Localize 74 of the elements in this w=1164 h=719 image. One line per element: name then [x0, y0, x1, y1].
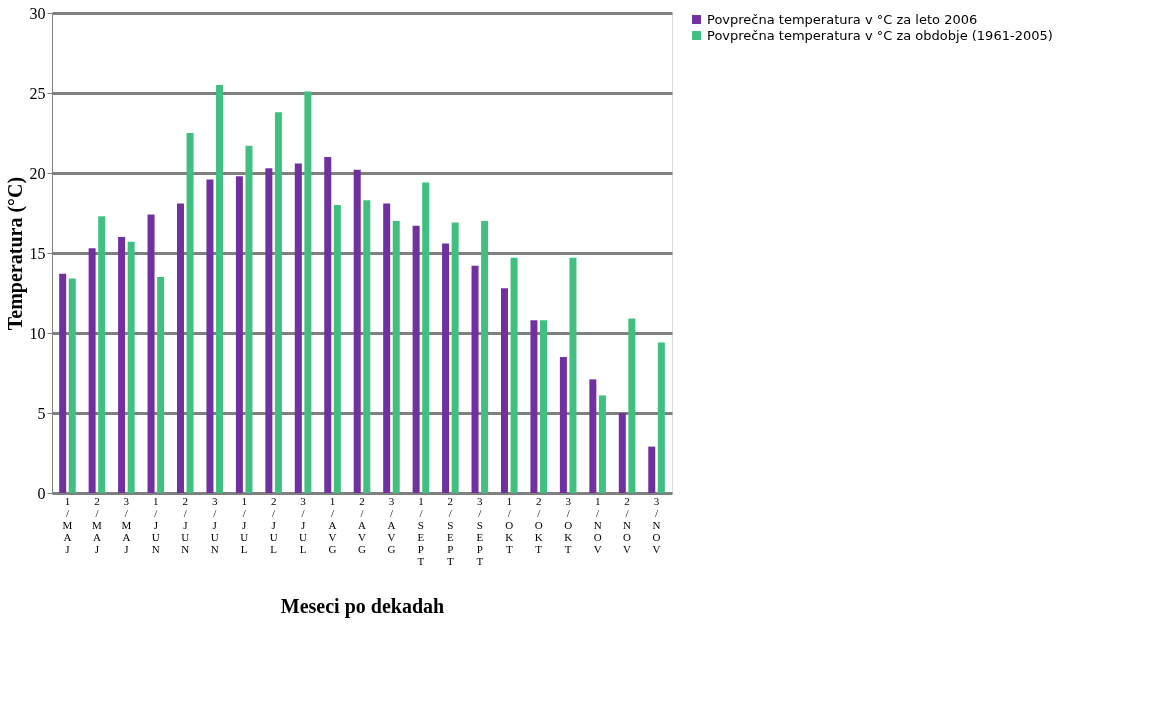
bar — [235, 176, 243, 493]
x-tick-label: 1/AVG — [328, 494, 337, 555]
bar — [147, 214, 155, 493]
bar — [333, 205, 341, 493]
bar — [88, 248, 96, 493]
x-tick-label: 1/NOV — [593, 494, 602, 555]
x-tick-label: 2/SEPT — [446, 494, 454, 567]
bar — [59, 273, 67, 493]
bar — [392, 221, 400, 493]
x-tick-label: 1/JUL — [240, 494, 249, 555]
legend-label: Povprečna temperatura v °C za leto 2006 — [707, 11, 978, 27]
x-tick-label: 3/OKT — [564, 494, 573, 555]
bar — [127, 241, 135, 493]
bar — [157, 277, 165, 493]
bar — [540, 320, 548, 493]
bar — [216, 85, 224, 493]
bar — [442, 243, 450, 493]
x-tick-label: 1/JUN — [151, 494, 160, 555]
x-tick-label: 1/SEPT — [417, 494, 425, 567]
y-tick-label: 15 — [29, 244, 46, 262]
bar — [274, 112, 282, 493]
bar — [206, 179, 214, 493]
bar — [618, 413, 626, 493]
bar — [118, 237, 126, 493]
bar — [530, 320, 538, 493]
bar — [412, 225, 420, 493]
x-tick-label: 3/AVG — [387, 494, 396, 555]
x-tick-label: 1/MAJ — [62, 494, 73, 555]
bar — [304, 91, 312, 493]
bar — [589, 379, 597, 493]
x-tick-label: 2/OKT — [534, 494, 543, 555]
y-tick-label: 10 — [29, 324, 46, 342]
x-axis-title: Meseci po dekadah — [280, 594, 445, 618]
y-tick-label: 20 — [29, 164, 46, 182]
bar — [265, 168, 273, 493]
bar — [598, 395, 606, 493]
bar — [451, 222, 459, 493]
bar — [324, 157, 332, 493]
x-tick-label: 2/JUL — [269, 494, 278, 555]
bar — [353, 169, 361, 493]
x-tick-label: 2/MAJ — [92, 494, 103, 555]
y-tick-label: 5 — [37, 404, 46, 422]
x-tick-label: 1/OKT — [505, 494, 514, 555]
x-tick-label: 2/AVG — [358, 494, 367, 555]
x-tick-label: 3/MAJ — [121, 494, 132, 555]
bar — [628, 318, 636, 493]
bar — [648, 446, 656, 493]
bar — [500, 288, 508, 493]
bar — [657, 342, 665, 493]
bar — [422, 182, 430, 493]
bar — [559, 357, 567, 493]
bar — [569, 257, 577, 493]
bar — [176, 203, 184, 493]
x-tick-label: 2/JUN — [181, 494, 190, 555]
y-axis-title: Temperatura (°C) — [3, 176, 27, 331]
y-tick-label: 25 — [29, 84, 46, 102]
bar — [510, 257, 518, 493]
x-tick-label: 3/SEPT — [476, 494, 484, 567]
x-tick-label: 3/JUL — [299, 494, 308, 555]
bar — [363, 200, 371, 493]
x-tick-label: 2/NOV — [623, 494, 632, 555]
bar — [245, 145, 253, 493]
bar — [186, 133, 194, 493]
bar — [98, 216, 106, 493]
bar — [383, 203, 391, 493]
bar — [481, 221, 489, 493]
bar — [294, 163, 302, 493]
y-tick-label: 30 — [29, 4, 46, 22]
x-tick-label: 3/JUN — [210, 494, 219, 555]
legend-label: Povprečna temperatura v °C za obdobje (1961-2005) — [707, 27, 1053, 43]
bar — [471, 265, 479, 493]
bar — [68, 278, 76, 493]
y-tick-label: 0 — [37, 484, 46, 502]
x-tick-label: 3/NOV — [652, 494, 661, 555]
